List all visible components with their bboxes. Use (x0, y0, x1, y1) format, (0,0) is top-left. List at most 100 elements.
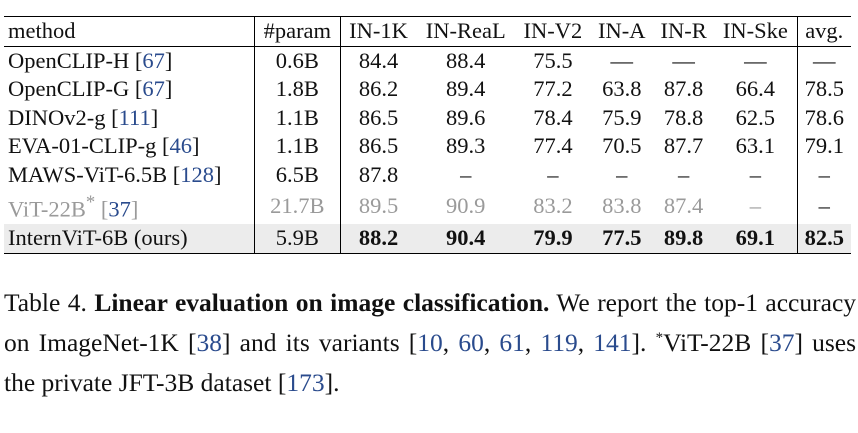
citation-link[interactable]: 61 (499, 328, 525, 357)
inr-cell: 87.7 (663, 133, 704, 158)
citation-link[interactable]: 37 (108, 196, 131, 222)
inreal-cell: 89.4 (446, 76, 486, 101)
inv2-cell: 78.4 (533, 104, 573, 130)
inv2-cell: 75.5 (533, 47, 573, 73)
asterisk-marker: * (655, 330, 664, 346)
avg-cell: – (818, 161, 830, 187)
inr-cell: — (672, 47, 695, 73)
caption-label: Table 4. (4, 288, 87, 317)
in1k-cell: 86.2 (358, 76, 399, 101)
inreal-cell: 88.4 (446, 47, 486, 73)
citation-link[interactable]: 128 (180, 161, 215, 187)
col-header-inreal: IN-ReaL (425, 18, 506, 43)
inske-cell: 66.4 (714, 75, 798, 104)
param-cell: 1.8B (254, 75, 341, 104)
col-header-inv2: IN-V2 (523, 18, 583, 43)
inske-cell: — (714, 46, 798, 75)
citation-link[interactable]: 10 (417, 328, 443, 357)
asterisk-marker: * (85, 192, 96, 213)
param-cell: 21.7B (254, 189, 341, 224)
inv2-cell: 77.4 (533, 133, 573, 158)
avg-cell: 78.5 (804, 76, 844, 101)
table-row: DINOv2-g [111] 1.1B 86.5 89.6 78.4 75.9 … (4, 103, 851, 132)
param-cell: 5.9B (254, 224, 341, 253)
inske-cell: 69.1 (714, 224, 798, 253)
ina-cell: 63.8 (602, 76, 642, 101)
table-row: EVA-01-CLIP-g [46] 1.1B 86.5 89.3 77.4 7… (4, 132, 851, 161)
caption-text: ]. (631, 328, 647, 357)
table-row: OpenCLIP-G [67] 1.8B 86.2 89.4 77.2 63.8… (4, 75, 851, 104)
col-header-ina: IN-A (598, 18, 646, 43)
avg-cell: 79.1 (804, 133, 844, 158)
ina-cell: — (610, 47, 634, 73)
in1k-cell: 86.5 (358, 133, 399, 158)
caption-text: ViT-22B [ (663, 328, 769, 357)
inreal-cell: 90.9 (446, 193, 486, 219)
method-cell: MAWS-ViT-6.5B [128] (4, 160, 255, 189)
inreal-cell: 89.3 (446, 133, 486, 158)
citation-link[interactable]: 60 (458, 328, 484, 357)
caption-title: Linear evaluation on image classificatio… (94, 288, 550, 317)
avg-cell: 82.5 (797, 224, 851, 253)
in1k-cell: 86.5 (358, 104, 399, 130)
inske-cell: – (714, 189, 798, 224)
method-name: MAWS-ViT-6.5B (8, 161, 168, 187)
inreal-cell: 89.6 (446, 104, 486, 130)
method-name: OpenCLIP-G (8, 76, 130, 101)
avg-cell: — (813, 47, 836, 73)
results-table: method #param IN-1K IN-ReaL IN-V2 IN-A I… (4, 16, 851, 254)
caption-text: ] and its variants [ (222, 328, 418, 357)
citation-link[interactable]: 67 (142, 47, 165, 73)
inr-cell: 87.4 (663, 193, 704, 219)
method-cell: ViT-22B* [37] (4, 189, 255, 224)
col-header-inr: IN-R (660, 18, 707, 43)
col-header-avg: avg. (805, 18, 844, 43)
ina-cell: 70.5 (602, 133, 642, 158)
ina-cell: 77.5 (590, 224, 654, 253)
method-cell: InternViT-6B (ours) (4, 224, 255, 253)
in1k-cell: 88.2 (340, 224, 417, 253)
table-row: MAWS-ViT-6.5B [128] 6.5B 87.8 – – – – – … (4, 160, 851, 189)
in1k-cell: 87.8 (358, 161, 399, 187)
inv2-cell: – (547, 161, 559, 187)
table-row: ViT-22B* [37] 21.7B 89.5 90.9 83.2 83.8 … (4, 189, 851, 224)
citation-link[interactable]: 46 (169, 133, 192, 158)
ina-cell: – (616, 161, 628, 187)
in1k-cell: 84.4 (358, 47, 399, 73)
col-header-param: #param (254, 16, 341, 46)
method-name: EVA-01-CLIP-g (8, 133, 157, 158)
method-name: ViT-22B (8, 196, 86, 222)
table-caption: Table 4. Linear evaluation on image clas… (4, 288, 857, 397)
caption-text: ] uses the private JFT-3B dataset [ (4, 328, 857, 397)
col-header-method: method (4, 16, 255, 46)
col-header-in1k: IN-1K (349, 18, 408, 43)
in1k-cell: 89.5 (358, 193, 399, 219)
table-row-ours: InternViT-6B (ours) 5.9B 88.2 90.4 79.9 … (4, 224, 851, 253)
method-name: OpenCLIP-H (8, 47, 130, 73)
param-cell: 1.1B (254, 103, 341, 132)
inr-cell: 78.8 (663, 104, 704, 130)
citation-link[interactable]: 67 (142, 76, 165, 101)
param-cell: 0.6B (254, 46, 341, 75)
citation-link[interactable]: 141 (593, 328, 632, 357)
table-row: OpenCLIP-H [67] 0.6B 84.4 88.4 75.5 — — … (4, 46, 851, 75)
method-cell: OpenCLIP-G [67] (4, 75, 255, 104)
caption-text: ]. (324, 368, 340, 397)
citation-link[interactable]: 119 (540, 328, 578, 357)
caption-text: We report the top-1 accuracy on ImageNet… (4, 288, 857, 357)
citation-link[interactable]: 37 (768, 328, 795, 357)
inr-cell: 87.8 (663, 76, 704, 101)
inr-cell: – (677, 161, 690, 187)
inr-cell: 89.8 (653, 224, 715, 253)
avg-cell: – (818, 193, 830, 219)
method-cell: EVA-01-CLIP-g [46] (4, 132, 255, 161)
inske-cell: 63.1 (714, 132, 798, 161)
avg-cell: 78.6 (804, 104, 844, 130)
citation-link[interactable]: 111 (118, 104, 151, 130)
inv2-cell: 77.2 (533, 76, 573, 101)
citation-link[interactable]: 173 (286, 368, 325, 397)
inske-cell: 62.5 (714, 103, 798, 132)
inv2-cell: 79.9 (515, 224, 591, 253)
method-cell: DINOv2-g [111] (4, 103, 255, 132)
citation-link[interactable]: 38 (196, 328, 223, 357)
